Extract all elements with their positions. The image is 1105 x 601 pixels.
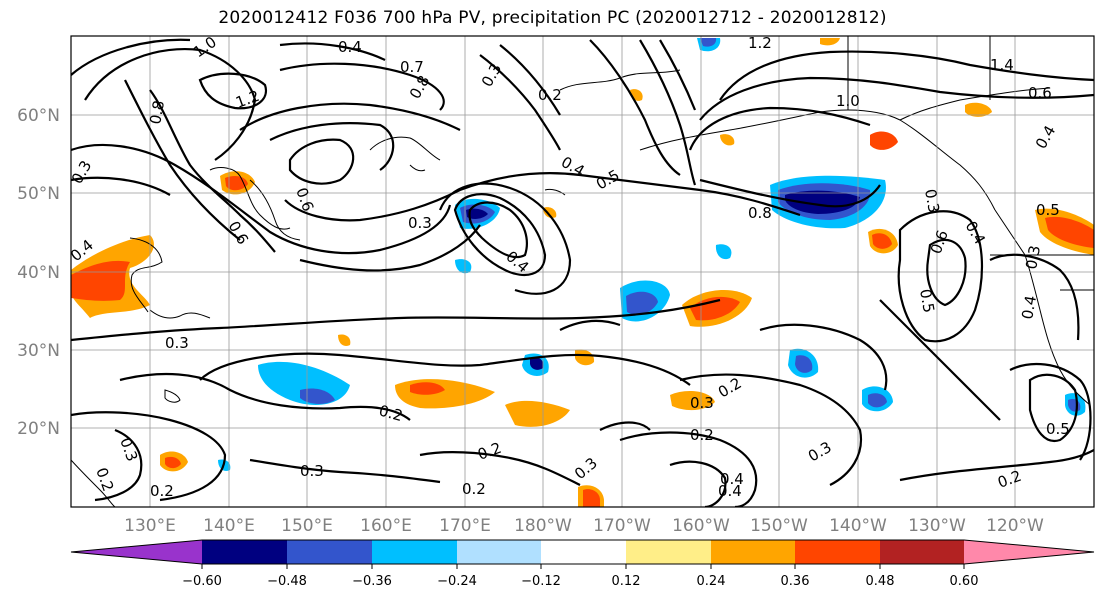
svg-text:0.2: 0.2 <box>538 86 562 104</box>
map-background <box>71 36 1094 507</box>
svg-text:60°N: 60°N <box>17 106 60 126</box>
colorbar-segment-6 <box>626 540 711 564</box>
colorbar-tick: −0.48 <box>267 574 307 589</box>
svg-text:170°E: 170°E <box>439 516 491 536</box>
svg-text:0.3: 0.3 <box>1022 244 1044 271</box>
svg-text:0.2: 0.2 <box>377 401 405 425</box>
svg-text:20°N: 20°N <box>17 419 60 439</box>
svg-text:30°N: 30°N <box>17 341 60 361</box>
colorbar-segment-0 <box>71 540 202 564</box>
colorbar: −0.60 −0.48 −0.36 −0.24 −0.12 0.12 0.24 … <box>70 539 1095 589</box>
svg-text:130°E: 130°E <box>124 516 176 536</box>
svg-text:0.6: 0.6 <box>1028 84 1052 102</box>
colorbar-tick: 0.60 <box>950 574 979 589</box>
colorbar-segment-9 <box>880 540 964 564</box>
svg-text:50°N: 50°N <box>17 184 60 204</box>
svg-text:0.2: 0.2 <box>690 426 714 444</box>
svg-text:0.4: 0.4 <box>1018 294 1040 321</box>
colorbar-segment-10 <box>964 540 1094 564</box>
svg-text:0.3: 0.3 <box>921 188 943 215</box>
colorbar-tick: −0.36 <box>352 574 392 589</box>
svg-text:170°W: 170°W <box>593 516 651 536</box>
svg-text:0.2: 0.2 <box>462 480 486 498</box>
svg-text:0.3: 0.3 <box>408 214 432 232</box>
colorbar-segment-4 <box>457 540 541 564</box>
colorbar-tick: 0.48 <box>866 574 895 589</box>
svg-text:0.4: 0.4 <box>720 470 744 488</box>
colorbar-segment-8 <box>795 540 880 564</box>
latitude-labels: 60°N 50°N 40°N 30°N 20°N <box>17 106 60 439</box>
colorbar-tick: 0.36 <box>781 574 810 589</box>
colorbar-segment-7 <box>711 540 795 564</box>
colorbar-tick: −0.12 <box>521 574 561 589</box>
svg-text:0.7: 0.7 <box>400 58 424 76</box>
svg-text:0.2: 0.2 <box>150 482 174 500</box>
colorbar-segment-3 <box>372 540 457 564</box>
gridlines <box>71 36 1094 507</box>
colorbar-segment-2 <box>287 540 372 564</box>
colorbar-tick: −0.24 <box>437 574 477 589</box>
svg-text:0.5: 0.5 <box>1046 420 1070 438</box>
svg-text:1.4: 1.4 <box>990 56 1014 74</box>
contour-labels: 1.0 0.4 1.2 0.7 0.8 0.2 0.3 0.4 0.5 0.8 … <box>71 34 1070 500</box>
svg-text:40°N: 40°N <box>17 263 60 283</box>
pv-contours <box>71 38 1094 507</box>
svg-text:1.2: 1.2 <box>748 34 772 52</box>
colorbar-tick: 0.12 <box>612 574 641 589</box>
svg-text:140°E: 140°E <box>203 516 255 536</box>
svg-text:0.4: 0.4 <box>338 38 362 56</box>
svg-text:160°W: 160°W <box>672 516 730 536</box>
colorbar-tick: 0.24 <box>697 574 726 589</box>
colorbar-segment-5 <box>541 540 626 564</box>
svg-text:180°W: 180°W <box>514 516 572 536</box>
svg-text:130°W: 130°W <box>908 516 966 536</box>
svg-text:0.8: 0.8 <box>146 99 168 126</box>
svg-text:0.8: 0.8 <box>748 204 772 222</box>
svg-text:0.5: 0.5 <box>916 288 938 315</box>
colorbar-tick: −0.60 <box>182 574 222 589</box>
map-title: 2020012412 F036 700 hPa PV, precipitatio… <box>218 8 887 28</box>
longitude-labels: 130°E 140°E 150°E 160°E 170°E 180°W 170°… <box>124 516 1044 536</box>
svg-text:0.4: 0.4 <box>718 482 742 500</box>
svg-text:150°W: 150°W <box>750 516 808 536</box>
svg-text:150°E: 150°E <box>281 516 333 536</box>
svg-text:0.3: 0.3 <box>690 394 714 412</box>
map-frame <box>70 35 1095 508</box>
svg-text:1.0: 1.0 <box>836 92 860 110</box>
svg-text:0.3: 0.3 <box>300 462 324 480</box>
svg-text:120°W: 120°W <box>986 516 1044 536</box>
svg-text:160°E: 160°E <box>360 516 412 536</box>
svg-text:140°W: 140°W <box>829 516 887 536</box>
svg-text:0.5: 0.5 <box>1036 201 1060 219</box>
colorbar-segment-1 <box>202 540 287 564</box>
svg-text:0.3: 0.3 <box>165 334 189 352</box>
